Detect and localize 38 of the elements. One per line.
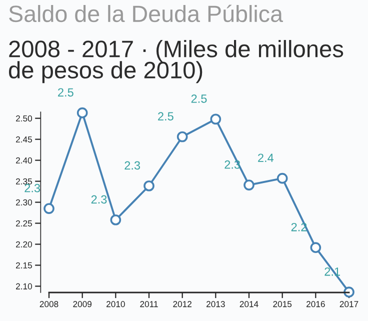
point: [110, 214, 122, 226]
y-tick-label: 2.45: [16, 136, 32, 142]
y-tick-label: 2.30: [16, 199, 32, 206]
data-label: 2.5: [191, 94, 207, 103]
chart-title: Saldo de la Deuda Pública: [9, 4, 284, 22]
y-tick-label: 2.10: [16, 283, 32, 290]
y-tick-label: 2.35: [16, 178, 32, 184]
y-tick-label: 2.20: [16, 241, 32, 248]
x-tick-label: 2015: [273, 301, 292, 308]
point: [276, 172, 288, 184]
point: [144, 180, 154, 192]
x-tick-label: 2009: [73, 301, 92, 308]
data-label: 2.3: [124, 161, 140, 170]
x-tick-label: 2014: [240, 301, 258, 308]
y-tick-label: 2.25: [16, 220, 32, 226]
data-label: 2.5: [58, 88, 74, 97]
x-tick-label: 2010: [106, 301, 125, 308]
chart-subtitle: 2008 - 2017 · (Miles de millones de pesos de 2010): [8, 40, 344, 84]
x-tick-label: 2017: [340, 301, 358, 308]
data-label: 2.5: [158, 112, 174, 120]
x-tick-label: 2016: [306, 301, 325, 308]
point: [44, 203, 54, 214]
data-label: 2.4: [258, 154, 274, 162]
y-tick-label: 2.40: [16, 157, 32, 164]
y-tick-label: 2.50: [16, 115, 32, 122]
x-tick-label: 2011: [140, 301, 158, 308]
point: [310, 242, 322, 254]
data-label: 2.3: [24, 184, 40, 192]
point: [210, 114, 222, 125]
point: [344, 286, 354, 298]
data-label: 2.3: [91, 195, 107, 204]
point: [76, 107, 88, 118]
x-tick-label: 2013: [206, 301, 225, 308]
x-tick-label: 2012: [173, 301, 192, 308]
y-tick-label: 2.15: [16, 262, 32, 268]
point: [176, 131, 188, 142]
x-tick-label: 2008: [40, 301, 58, 308]
point: [244, 180, 254, 190]
